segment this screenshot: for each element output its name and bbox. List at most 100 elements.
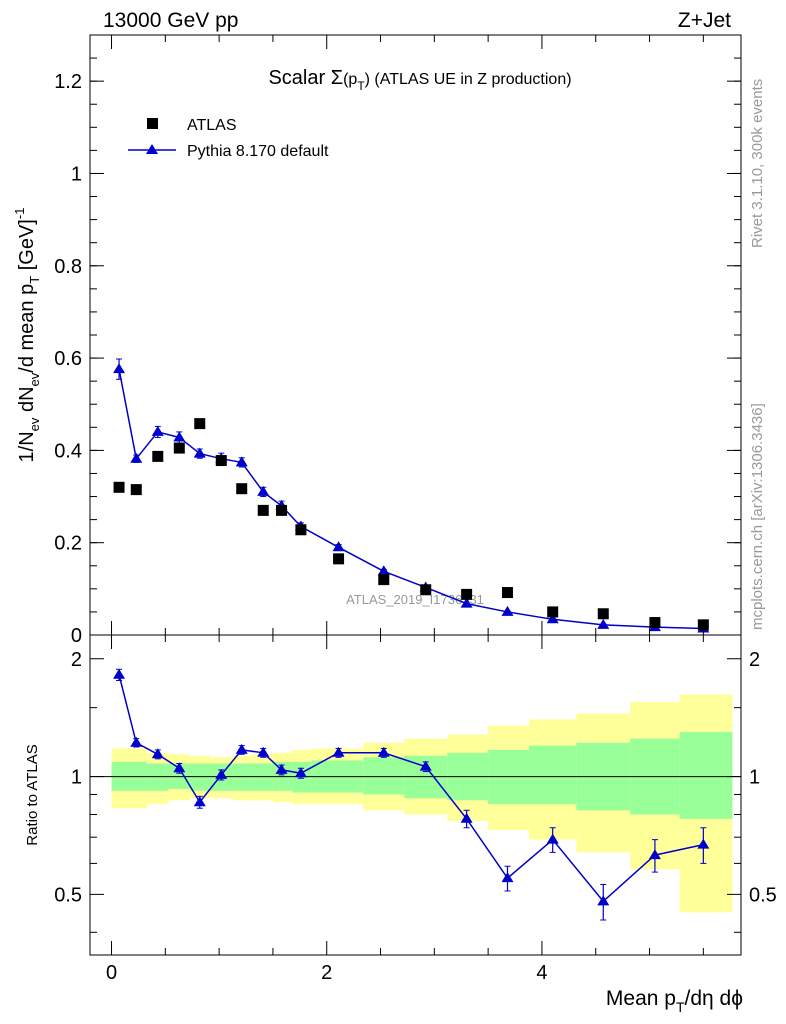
mc-point bbox=[113, 363, 126, 374]
legend-pythia-marker bbox=[146, 144, 158, 154]
atlas-point bbox=[547, 606, 559, 618]
band-inner-bin bbox=[292, 761, 312, 793]
main-y-tick-label: 0.4 bbox=[54, 440, 82, 462]
band-inner-bin bbox=[232, 763, 253, 791]
atlas-point bbox=[236, 483, 248, 495]
mc-point bbox=[173, 431, 186, 442]
atlas-point bbox=[420, 584, 432, 596]
mc-point bbox=[377, 565, 390, 576]
x-axis-label: Mean pT/dη dϕ bbox=[606, 987, 743, 1015]
ratio-mc-point bbox=[130, 736, 143, 747]
mc-point bbox=[501, 605, 514, 616]
ratio-uncertainty-bands bbox=[111, 694, 733, 913]
ratio-y-tick-label-right: 0.5 bbox=[749, 884, 777, 906]
atlas-point bbox=[194, 418, 206, 430]
ratio-y-axis-label: Ratio to ATLAS bbox=[24, 744, 41, 845]
mc-point bbox=[546, 613, 559, 624]
mc-point bbox=[130, 452, 143, 463]
band-inner-bin bbox=[190, 763, 211, 791]
mcplots-label: mcplots.cern.ch [arXiv:1306.3436] bbox=[749, 403, 766, 630]
atlas-point bbox=[215, 455, 227, 467]
main-y-tick-label: 1 bbox=[71, 163, 82, 185]
mc-point bbox=[235, 456, 248, 467]
x-tick-label: 4 bbox=[536, 962, 547, 984]
energy-label: 13000 GeV pp bbox=[103, 9, 238, 32]
ratio-mc-points bbox=[113, 668, 710, 921]
atlas-point bbox=[378, 574, 390, 586]
atlas-point bbox=[649, 617, 661, 629]
ratio-mc-point bbox=[173, 762, 186, 773]
legend-pythia-label: Pythia 8.170 default bbox=[187, 143, 329, 160]
band-inner-bin bbox=[363, 757, 405, 795]
ratio-mc-point bbox=[501, 872, 514, 883]
ratio-mc-point bbox=[597, 895, 610, 906]
main-data-points bbox=[113, 358, 710, 633]
mc-point bbox=[151, 425, 164, 436]
main-y-tick-label: 0.8 bbox=[54, 256, 82, 278]
main-y-tick-label: 0 bbox=[71, 625, 82, 647]
main-x-axis-ticks bbox=[111, 35, 704, 635]
main-y-tick-label: 0.2 bbox=[54, 533, 82, 555]
ratio-mc-point bbox=[275, 763, 288, 774]
ratio-y-tick-label-left: 1 bbox=[71, 767, 82, 789]
mc-line-main bbox=[118, 369, 704, 630]
x-tick-label: 2 bbox=[321, 962, 332, 984]
ratio-mc-point bbox=[113, 668, 126, 679]
ratio-x-axis-ticks: 0 2 4 bbox=[106, 635, 704, 984]
ratio-y-tick-label-left: 2 bbox=[71, 649, 82, 671]
ratio-mc-point bbox=[215, 768, 228, 779]
ratio-y-axis-ticks: 0.5 0.5 1 1 2 2 bbox=[54, 649, 777, 933]
ratio-mc-point bbox=[193, 796, 206, 807]
ratio-y-tick-label-left: 0.5 bbox=[54, 884, 82, 906]
atlas-point bbox=[502, 587, 514, 599]
ratio-mc-point bbox=[332, 746, 345, 757]
atlas-point bbox=[295, 524, 307, 536]
ratio-panel: 0.5 0.5 1 1 2 2 0 2 4 bbox=[54, 634, 777, 984]
atlas-point bbox=[597, 608, 609, 620]
band-inner-bin bbox=[147, 763, 169, 791]
atlas-point bbox=[697, 619, 709, 631]
atlas-point bbox=[257, 504, 269, 516]
ratio-y-tick-label-right: 1 bbox=[749, 767, 760, 789]
band-inner-bin bbox=[529, 745, 577, 805]
atlas-point bbox=[276, 504, 288, 516]
atlas-point bbox=[173, 442, 185, 454]
mc-point bbox=[332, 541, 345, 552]
ratio-frame bbox=[89, 634, 742, 956]
legend: ATLAS Pythia 8.170 default bbox=[128, 117, 329, 160]
ratio-y-tick-label-right: 2 bbox=[749, 649, 760, 671]
mc-point bbox=[597, 618, 610, 629]
mc-point bbox=[193, 447, 206, 458]
mc-series-line bbox=[118, 369, 704, 630]
mc-point bbox=[460, 597, 473, 608]
atlas-point bbox=[130, 484, 142, 496]
legend-atlas-marker bbox=[147, 118, 158, 129]
ratio-mc-point bbox=[546, 833, 559, 844]
ratio-mc-point bbox=[648, 849, 661, 860]
ratio-mc-point bbox=[257, 746, 270, 757]
main-title: Scalar Σ(pT) (ATLAS UE in Z production) bbox=[268, 67, 571, 93]
band-inner-bin bbox=[252, 763, 273, 791]
band-inner-bin bbox=[679, 731, 733, 819]
main-y-axis-label: 1/Nev dNev/d mean pT [GeV]-1 bbox=[12, 208, 42, 463]
mc-point bbox=[257, 485, 270, 496]
process-label: Z+Jet bbox=[678, 9, 731, 32]
x-tick-label: 0 bbox=[106, 962, 117, 984]
main-y-axis-ticks: 0 0.2 0.4 0.6 0.8 1 1.2 bbox=[54, 34, 741, 647]
ratio-mc-point bbox=[294, 767, 307, 778]
atlas-point bbox=[113, 481, 125, 493]
ratio-mc-point bbox=[151, 748, 164, 759]
main-y-tick-label: 1.2 bbox=[54, 71, 82, 93]
main-y-tick-label: 0.6 bbox=[54, 348, 82, 370]
atlas-point bbox=[461, 588, 473, 600]
ratio-mc-point bbox=[377, 746, 390, 757]
ratio-mc-point bbox=[697, 838, 710, 849]
ratio-mc-point bbox=[235, 743, 248, 754]
rivet-label: Rivet 3.1.10, 300k events bbox=[749, 79, 766, 248]
ratio-mc-point bbox=[460, 812, 473, 823]
ratio-mc-point bbox=[419, 760, 432, 771]
atlas-point bbox=[152, 450, 164, 462]
atlas-point bbox=[333, 553, 345, 565]
watermark-label: ATLAS_2019_I1736531 bbox=[346, 592, 484, 607]
